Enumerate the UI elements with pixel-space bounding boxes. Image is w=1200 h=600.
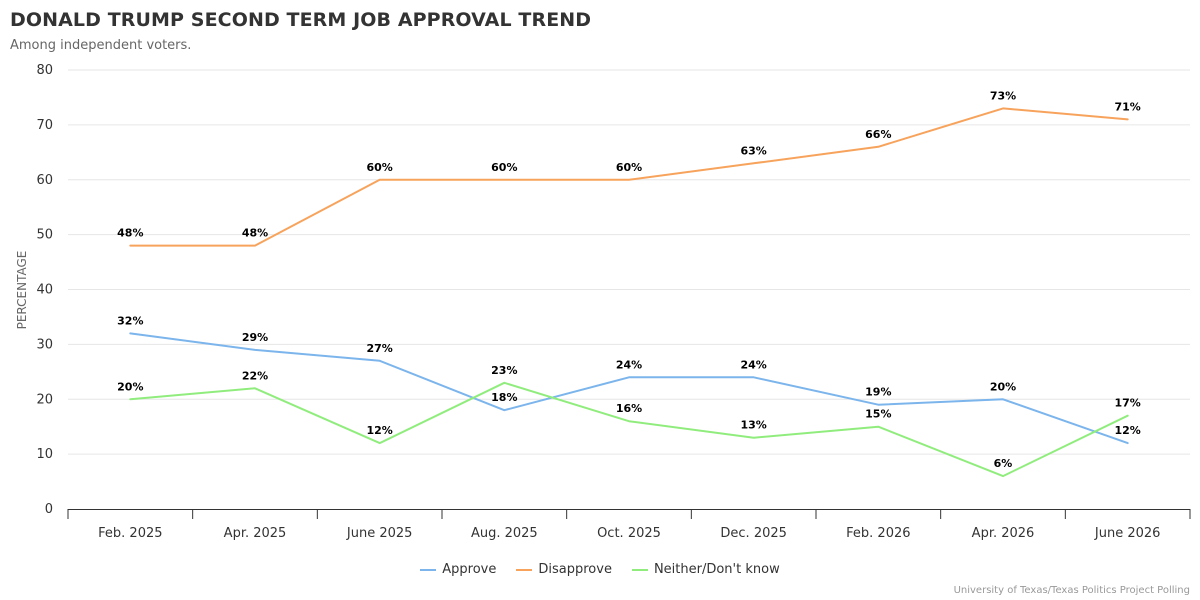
legend-item[interactable]: Disapprove <box>516 562 612 577</box>
credit-text: University of Texas/Texas Politics Proje… <box>953 585 1190 596</box>
data-label: 60% <box>616 161 642 174</box>
data-label: 27% <box>366 342 392 355</box>
y-tick-label: 20 <box>36 392 53 407</box>
data-label: 17% <box>1114 397 1140 410</box>
x-tick-label: Aug. 2025 <box>471 526 538 541</box>
data-label: 18% <box>491 391 517 404</box>
data-label: 60% <box>366 161 392 174</box>
series-layer <box>129 107 1129 478</box>
legend-swatch <box>516 568 533 571</box>
y-tick-label: 60 <box>36 173 53 188</box>
data-label: 23% <box>491 364 517 377</box>
y-tick-label: 80 <box>36 63 53 78</box>
legend-label: Approve <box>442 562 497 577</box>
legend-label: Disapprove <box>538 562 612 577</box>
series-line-disapprove <box>129 107 1129 247</box>
data-label-layer: 32% 29% 27% 18% 24% 24% 19% 20% 12% 48% 48% 60% 60% 6… <box>117 89 1141 470</box>
data-label: 71% <box>1114 100 1140 113</box>
legend-item[interactable]: Approve <box>420 562 496 577</box>
x-tick-label: June 2026 <box>1094 526 1161 541</box>
data-label: 48% <box>117 227 143 240</box>
chart-subtitle: Among independent voters. <box>10 38 192 53</box>
x-tick-label: Apr. 2025 <box>224 526 287 541</box>
data-label: 16% <box>616 402 642 415</box>
data-label: 60% <box>491 161 517 174</box>
axis-layer: 0 10 20 30 40 50 60 70 80 Feb. 2025 Apr. 2025 June … <box>36 63 1191 541</box>
y-tick-label: 70 <box>36 118 53 133</box>
data-label: 48% <box>242 227 268 240</box>
data-label: 22% <box>242 369 268 382</box>
chart-title: DONALD TRUMP SECOND TERM JOB APPROVAL TR… <box>10 9 592 31</box>
x-tick-label: Dec. 2025 <box>720 526 787 541</box>
legend-item[interactable]: Neither/Don't know <box>631 562 780 577</box>
legend-swatch <box>631 568 648 571</box>
data-label: 13% <box>740 419 766 432</box>
data-label: 73% <box>990 89 1016 102</box>
y-axis-label: PERCENTAGE <box>15 251 29 330</box>
data-label: 19% <box>865 386 891 399</box>
y-tick-label: 30 <box>36 337 53 352</box>
x-tick-label: Feb. 2025 <box>98 526 162 541</box>
data-label: 12% <box>366 424 392 437</box>
legend-swatch <box>420 568 437 571</box>
data-label: 15% <box>865 408 891 421</box>
legend-label: Neither/Don't know <box>653 562 780 577</box>
data-label: 20% <box>990 380 1016 393</box>
data-label: 29% <box>242 331 268 344</box>
y-tick-label: 40 <box>36 283 53 298</box>
series-line-approve <box>129 332 1129 445</box>
series-line-neither-don-t-know <box>129 381 1129 478</box>
data-label: 24% <box>616 358 642 371</box>
x-tick-label: Oct. 2025 <box>597 526 661 541</box>
legend: Approve Disapprove Neither/Don't know <box>0 562 1200 577</box>
data-label: 12% <box>1114 424 1140 437</box>
data-label: 24% <box>740 358 766 371</box>
grid-layer <box>68 69 1190 455</box>
data-label: 20% <box>117 380 143 393</box>
x-tick-label: June 2025 <box>346 526 413 541</box>
x-tick-label: Apr. 2026 <box>972 526 1035 541</box>
data-label: 6% <box>994 457 1013 470</box>
x-tick-label: Feb. 2026 <box>846 526 910 541</box>
data-label: 32% <box>117 314 143 327</box>
y-tick-label: 50 <box>36 228 53 243</box>
y-tick-label: 10 <box>36 447 53 462</box>
y-tick-label: 0 <box>45 502 53 517</box>
data-label: 66% <box>865 128 891 141</box>
data-label: 63% <box>740 144 766 157</box>
